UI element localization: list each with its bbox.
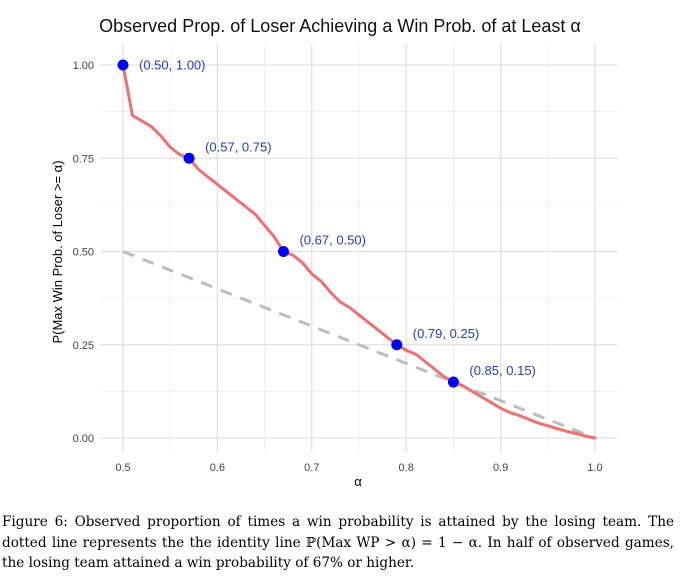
x-tick-label: 0.8 xyxy=(399,462,414,474)
chart-title: Observed Prop. of Loser Achieving a Win … xyxy=(99,16,581,36)
x-tick-label: 0.9 xyxy=(493,462,508,474)
y-tick-label: 0.50 xyxy=(73,247,94,259)
x-tick-label: 0.5 xyxy=(115,462,130,474)
data-point-label: (0.85, 0.15) xyxy=(469,363,536,378)
y-tick-label: 0.00 xyxy=(73,433,94,445)
caption-line-2: dotted line represents the the identity … xyxy=(2,534,674,551)
data-point-label: (0.79, 0.25) xyxy=(413,326,480,341)
x-tick-label: 0.6 xyxy=(210,462,225,474)
y-tick-label: 1.00 xyxy=(73,60,94,72)
chart: Observed Prop. of Loser Achieving a Win … xyxy=(50,16,618,489)
series-layer xyxy=(121,63,597,440)
y-tick-label: 0.75 xyxy=(73,153,94,165)
x-axis-ticks: 0.5 0.6 0.7 0.8 0.9 1.0 xyxy=(115,462,602,474)
data-point-label: (0.50, 1.00) xyxy=(139,58,206,73)
grid xyxy=(100,44,618,452)
data-point-label: (0.57, 0.75) xyxy=(205,139,272,154)
data-point xyxy=(117,59,129,71)
identity-line xyxy=(122,250,596,440)
caption-line-1: Figure 6: Observed proportion of times a… xyxy=(2,514,674,530)
data-point xyxy=(447,376,459,388)
caption-line-3: the losing team attained a win probabili… xyxy=(2,555,415,571)
y-axis-ticks: 0.00 0.25 0.50 0.75 1.00 xyxy=(73,60,94,445)
data-point xyxy=(183,152,195,164)
data-point xyxy=(391,339,403,351)
data-point-label: (0.67, 0.50) xyxy=(299,233,366,248)
data-point xyxy=(277,246,289,257)
y-tick-label: 0.25 xyxy=(73,340,94,352)
y-axis-title: P(Max Win Prob. of Loser >= α) xyxy=(50,160,65,343)
x-axis-title: α xyxy=(354,474,362,489)
x-tick-label: 1.0 xyxy=(587,462,602,474)
points-layer: (0.50, 1.00) (0.57, 0.75) (0.67, 0.50) (0.7… xyxy=(117,58,536,388)
figure-caption: Figure 6: Observed proportion of times a… xyxy=(2,512,674,574)
x-tick-label: 0.7 xyxy=(304,462,319,474)
observed-line xyxy=(121,63,597,440)
